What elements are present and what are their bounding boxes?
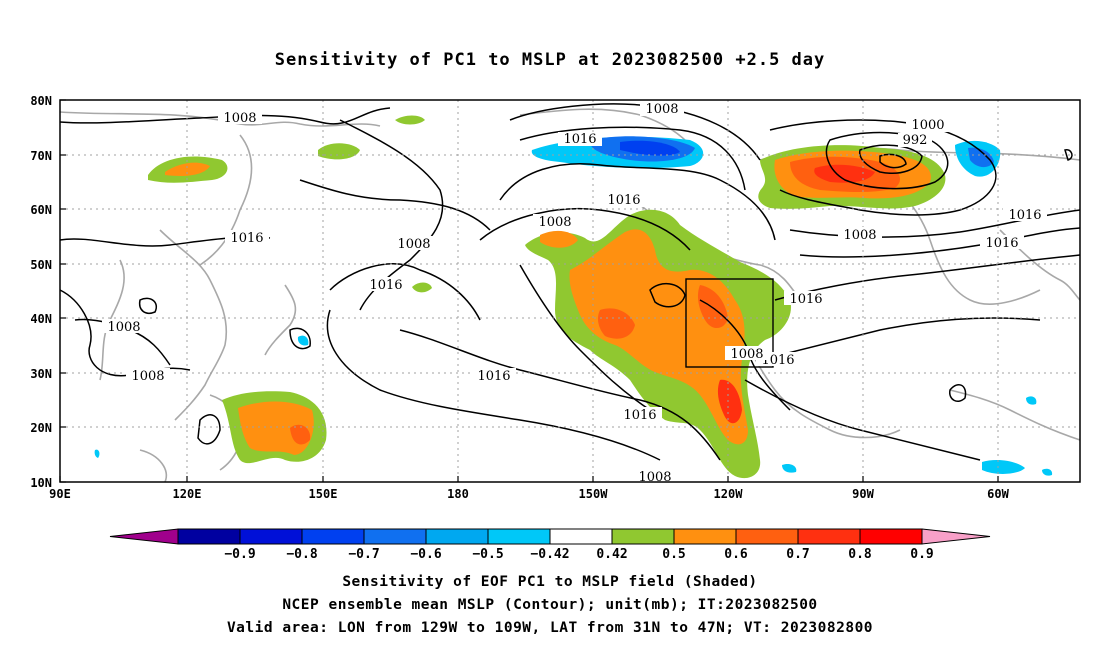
valid-area-box xyxy=(685,278,774,368)
contour-label: 1008 xyxy=(645,102,678,117)
contour-label: 1016 xyxy=(1008,208,1041,223)
colorbar-segment xyxy=(611,528,675,545)
negative-region xyxy=(1026,396,1037,405)
positive-region xyxy=(697,285,728,329)
colorbar-segment xyxy=(363,528,427,545)
negative-region xyxy=(968,147,994,168)
axis-ticks xyxy=(59,99,999,483)
contour-label: 1016 xyxy=(607,193,640,208)
contour-label: 1016 xyxy=(369,278,402,293)
lon-tick-label: 150W xyxy=(579,487,609,501)
positive-region xyxy=(412,282,432,293)
positive-region xyxy=(814,164,875,183)
caption-line-3: Valid area: LON from 129W to 109W, LAT f… xyxy=(226,620,874,636)
positive-region xyxy=(717,379,742,424)
colorbar-segment xyxy=(425,528,489,545)
colorbar-label: 0.9 xyxy=(910,547,933,562)
lat-tick-label: 40N xyxy=(30,312,52,326)
colorbar-label: −0.8 xyxy=(286,547,317,562)
caption-line-2: NCEP ensemble mean MSLP (Contour); unit(… xyxy=(282,597,818,613)
colorbar-label: 0.5 xyxy=(662,547,685,562)
lat-tick-label: 50N xyxy=(30,258,52,272)
colorbar-label: −0.7 xyxy=(348,547,379,562)
colorbar: −0.9 −0.8 −0.7 −0.6 −0.5 −0.42 0.42 0.5 0.6 0.7 0.… xyxy=(109,528,991,562)
colorbar-label: 0.8 xyxy=(848,547,872,562)
contour-label: 1008 xyxy=(131,369,164,384)
colorbar-over-triangle xyxy=(921,528,991,545)
colorbar-segment xyxy=(239,528,303,545)
colorbar-label: 0.6 xyxy=(724,547,748,562)
contour-label: 1008 xyxy=(843,228,876,243)
contour-label: 1000 xyxy=(911,118,944,133)
lat-tick-label: 10N xyxy=(30,476,52,490)
contour-label: 1016 xyxy=(230,231,263,246)
negative-region xyxy=(297,335,309,346)
positive-region xyxy=(540,230,578,248)
colorbar-segment xyxy=(859,528,923,545)
lat-axis: 80N 70N 60N 50N 40N 30N 20N 10N xyxy=(30,94,52,490)
lat-tick-label: 80N xyxy=(30,94,52,108)
lat-tick-label: 70N xyxy=(30,149,52,163)
colorbar-label: −0.9 xyxy=(224,547,255,562)
contour-label: 1008 xyxy=(730,347,763,362)
caption-line-1: Sensitivity of EOF PC1 to MSLP field (Sh… xyxy=(342,574,758,590)
colorbar-segment xyxy=(487,528,551,545)
lat-tick-label: 20N xyxy=(30,421,52,435)
contour-label: 1008 xyxy=(538,215,571,230)
negative-region xyxy=(620,140,680,156)
negative-region xyxy=(1042,468,1053,476)
lon-tick-label: 180 xyxy=(447,487,469,501)
contour-label: 1008 xyxy=(107,320,140,335)
negative-region xyxy=(982,460,1025,474)
colorbar-label: −0.6 xyxy=(410,547,441,562)
contour-label: 992 xyxy=(903,133,928,148)
negative-region xyxy=(782,463,797,473)
lon-tick-label: 60W xyxy=(987,487,1009,501)
positive-region xyxy=(647,383,665,407)
colorbar-under-triangle xyxy=(109,528,179,545)
positive-region xyxy=(597,308,635,339)
contour-label: 1016 xyxy=(789,292,822,307)
map-frame xyxy=(59,99,1081,483)
plot-title: Sensitivity of PC1 to MSLP at 2023082500… xyxy=(274,50,826,70)
lon-tick-label: 150E xyxy=(309,487,338,501)
contour-label: 1008 xyxy=(397,237,430,252)
lon-tick-label: 90E xyxy=(49,487,71,501)
colorbar-segment xyxy=(673,528,737,545)
lon-tick-label: 120E xyxy=(173,487,202,501)
lon-tick-label: 120W xyxy=(714,487,744,501)
lat-tick-label: 30N xyxy=(30,367,52,381)
contour-label: 1016 xyxy=(761,353,794,368)
grid-lines xyxy=(60,100,1080,482)
positive-region xyxy=(165,162,210,176)
colorbar-label: 0.7 xyxy=(786,547,809,562)
colorbar-label: −0.5 xyxy=(472,547,503,562)
colorbar-segment xyxy=(177,528,241,545)
lon-tick-label: 90W xyxy=(852,487,874,501)
colorbar-segment xyxy=(797,528,861,545)
positive-region xyxy=(238,401,314,455)
negative-region xyxy=(94,449,100,458)
colorbar-segment xyxy=(735,528,799,545)
contour-label-group: 1008 1016 1008 1016 1000 992 1008 1016 1… xyxy=(102,102,1047,485)
colorbar-label: 0.42 xyxy=(596,547,627,562)
contour-label: 1008 xyxy=(223,111,256,126)
colorbar-label: −0.42 xyxy=(530,547,569,562)
contour-label: 1016 xyxy=(623,408,656,423)
positive-region xyxy=(569,229,748,445)
lat-tick-label: 60N xyxy=(30,203,52,217)
contour-label: 1016 xyxy=(985,236,1018,251)
colorbar-segment xyxy=(549,528,613,545)
colorbar-segment xyxy=(301,528,365,545)
lon-axis: 90E 120E 150E 180 150W 120W 90W 60W xyxy=(49,487,1009,501)
contour-label: 1016 xyxy=(563,132,596,147)
positive-region xyxy=(290,424,311,445)
shaded-fields xyxy=(94,115,1053,479)
contour-label: 1016 xyxy=(477,369,510,384)
positive-region xyxy=(395,115,425,125)
